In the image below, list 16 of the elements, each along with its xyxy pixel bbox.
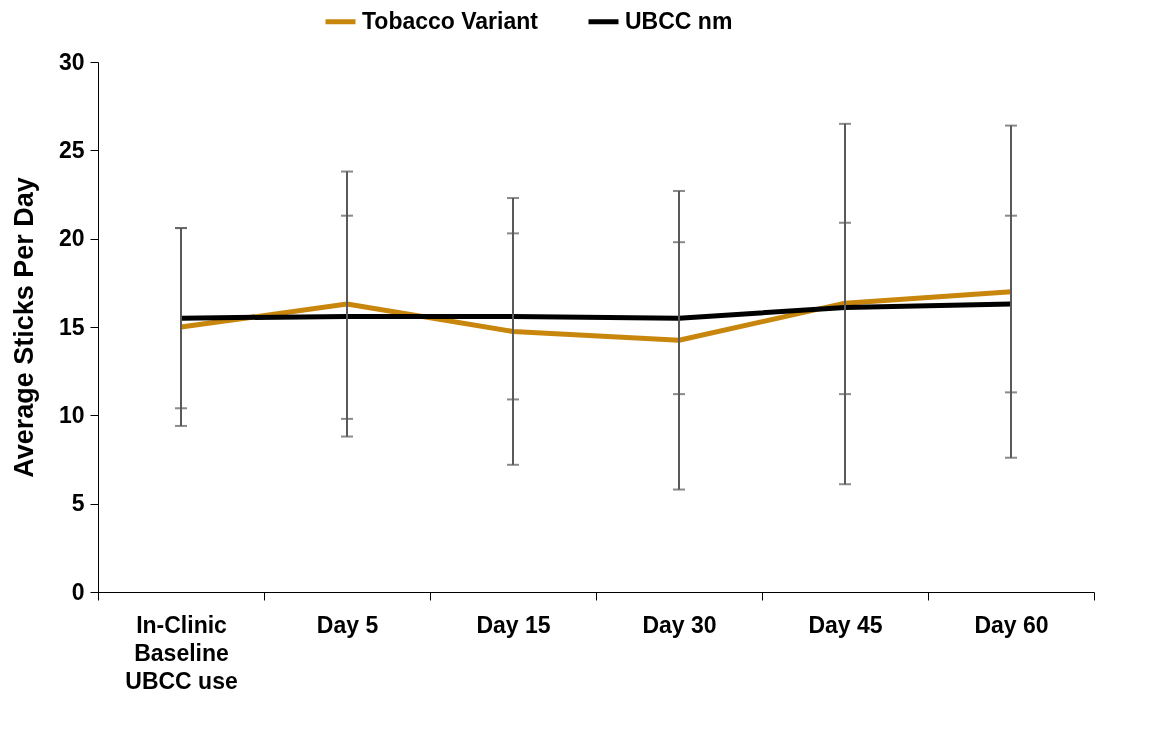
x-tick-label: Day 15 xyxy=(476,611,551,638)
y-axis-title: Average Sticks Per Day xyxy=(8,177,39,478)
y-tick-label: 5 xyxy=(71,490,85,517)
y-tick-label: 30 xyxy=(58,48,85,75)
x-tick-label: Day 5 xyxy=(316,611,379,638)
x-tick-label: Day 60 xyxy=(974,611,1049,638)
y-tick-label: 15 xyxy=(58,313,85,340)
legend-label: UBCC nm xyxy=(625,7,733,34)
x-tick-label: Day 30 xyxy=(642,611,717,638)
y-tick-label: 25 xyxy=(58,136,85,163)
y-tick-label: 10 xyxy=(58,401,85,428)
x-tick-label: Day 45 xyxy=(808,611,883,638)
y-tick-label: 0 xyxy=(71,578,85,605)
x-tick-label: In-Clinic Baseline UBCC use xyxy=(125,611,238,694)
y-tick-label: 20 xyxy=(58,225,85,252)
legend-label: Tobacco Variant xyxy=(362,7,539,34)
